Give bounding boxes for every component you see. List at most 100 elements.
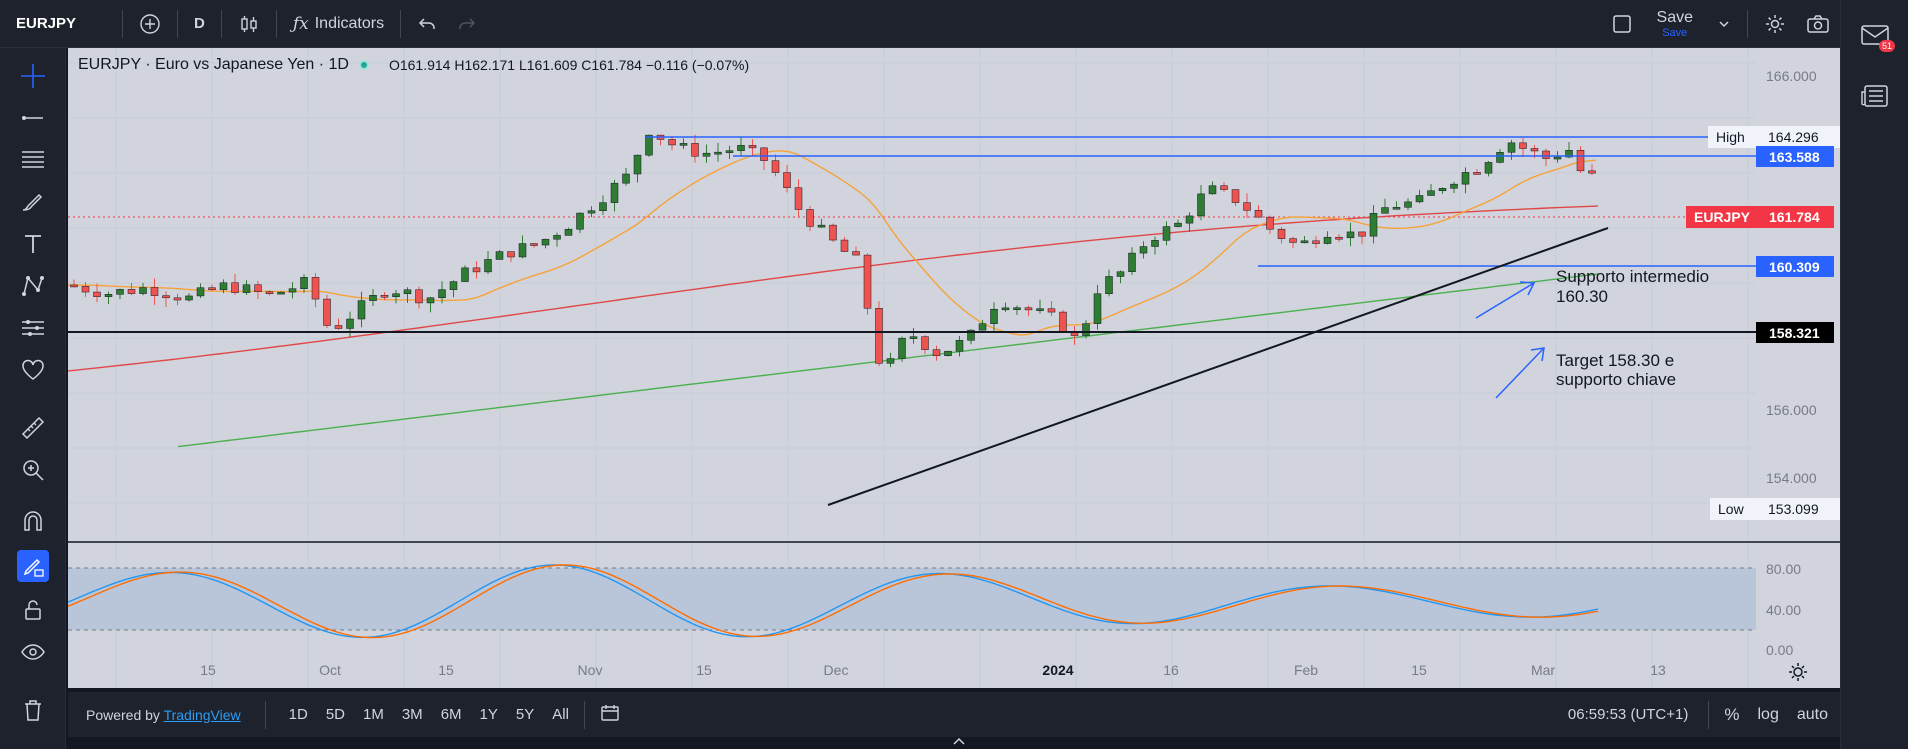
pattern-icon[interactable] — [17, 270, 49, 302]
legend-ohlc: O161.914 H162.171 L161.609 C161.784 −0.1… — [388, 57, 750, 73]
candle-body — [725, 150, 734, 153]
range-1y[interactable]: 1Y — [479, 706, 498, 723]
auto-toggle[interactable]: auto — [1796, 705, 1828, 723]
candles — [70, 134, 1596, 368]
gear-icon[interactable] — [1754, 6, 1796, 42]
candles-icon[interactable] — [228, 6, 270, 42]
candle-body — [875, 308, 883, 364]
candle-body — [599, 202, 607, 211]
candle-body — [1047, 308, 1056, 313]
candle-body — [771, 160, 780, 173]
tradingview-link[interactable]: TradingView — [163, 706, 241, 723]
osc-tick: 80.00 — [1766, 561, 1801, 577]
fib-lines-icon[interactable] — [17, 144, 49, 176]
range-1m[interactable]: 1M — [363, 706, 384, 723]
candle-body — [1082, 323, 1090, 336]
range-3m[interactable]: 3M — [401, 706, 423, 723]
candle-body — [1438, 188, 1447, 192]
arrow-2 — [1495, 347, 1545, 399]
candle-body — [162, 295, 170, 299]
candle-body — [1208, 185, 1217, 195]
candle-body — [173, 297, 182, 301]
candle-body — [1162, 226, 1171, 241]
chart-area[interactable]: 15 Oct 15 Nov 15 Dec 2024 16 Feb 15 Mar 13 166.000 … — [68, 48, 1840, 688]
level-tag-3-text: 158.321 — [1769, 325, 1820, 341]
drawing-mode-icon[interactable] — [17, 550, 49, 582]
range-all[interactable]: All — [552, 706, 569, 723]
camera-icon[interactable] — [1796, 6, 1840, 42]
candle-body — [840, 239, 849, 252]
candle-body — [541, 238, 550, 246]
undo-icon[interactable] — [407, 6, 447, 42]
candle-body — [668, 139, 676, 146]
candle-body — [633, 154, 642, 175]
range-6m[interactable]: 6M — [440, 706, 462, 723]
layout-square-icon[interactable] — [1601, 6, 1643, 42]
log-toggle[interactable]: log — [1757, 705, 1779, 723]
candle-body — [645, 134, 653, 156]
candle-body — [622, 173, 630, 184]
candle-body — [1139, 246, 1148, 254]
candle-body — [116, 289, 124, 295]
level-tag-2 — [1756, 256, 1834, 277]
mail-icon[interactable] — [1861, 24, 1889, 51]
interval-button[interactable]: D — [194, 15, 205, 32]
indicators-button[interactable]: ƒx Indicators — [283, 6, 394, 42]
collapse-chevron-icon[interactable] — [952, 733, 966, 749]
candle-body — [254, 284, 262, 292]
candle-body — [1174, 222, 1182, 227]
redo-icon[interactable] — [447, 6, 487, 42]
news-icon[interactable] — [1861, 84, 1889, 113]
zoom-icon[interactable] — [17, 454, 49, 486]
date-range-icon[interactable] — [591, 704, 629, 726]
crosshair-icon[interactable] — [17, 60, 49, 92]
candle-body — [1473, 172, 1481, 175]
candle-body — [1024, 307, 1033, 311]
text-tool-icon[interactable] — [17, 228, 49, 260]
high-box — [1708, 126, 1840, 148]
candle-body — [737, 145, 745, 151]
divider — [583, 700, 585, 729]
compare-plus-icon[interactable] — [129, 6, 171, 42]
save-button[interactable]: Save Save — [1643, 9, 1707, 39]
ruler-icon[interactable] — [17, 412, 49, 444]
symbol-search[interactable]: EURJPY — [16, 15, 77, 32]
heart-icon[interactable] — [17, 354, 49, 386]
range-5d[interactable]: 5D — [325, 706, 345, 723]
trend-line-icon[interactable] — [17, 102, 49, 134]
symbol-tag — [1686, 206, 1834, 228]
candle-body — [1519, 142, 1527, 149]
candle-body — [472, 267, 481, 273]
candle-body — [311, 277, 320, 300]
candle-body — [1093, 293, 1102, 324]
candle-body — [553, 235, 561, 240]
candle-body — [1128, 252, 1136, 272]
candle-body — [1243, 202, 1251, 211]
candle-body — [1542, 150, 1550, 159]
brush-icon[interactable] — [17, 186, 49, 218]
prediction-icon[interactable] — [17, 312, 49, 344]
percent-toggle[interactable]: % — [1724, 704, 1740, 724]
candle-body — [196, 287, 205, 297]
candle-body — [219, 282, 228, 291]
osc-tick: 40.00 — [1766, 602, 1801, 618]
candle-body — [484, 259, 492, 273]
low-box — [1710, 498, 1840, 520]
eye-icon[interactable] — [17, 636, 49, 668]
chevron-down-icon[interactable] — [1707, 6, 1741, 42]
candle-body — [1404, 201, 1412, 208]
trash-icon[interactable] — [17, 694, 49, 726]
level-tag-2-text: 160.309 — [1769, 259, 1820, 275]
range-5y[interactable]: 5Y — [515, 706, 535, 723]
candle-body — [1116, 271, 1125, 277]
level-tag-3 — [1756, 322, 1834, 343]
magnet-icon[interactable] — [17, 506, 49, 538]
time-tick: 15 — [696, 662, 712, 678]
current-price-text: 161.784 — [1769, 209, 1820, 225]
candle-body — [70, 284, 78, 288]
clock[interactable]: 06:59:53 (UTC+1) — [1567, 706, 1689, 723]
lock-icon[interactable] — [17, 594, 49, 626]
divider — [177, 9, 178, 38]
time-tick: 15 — [438, 662, 454, 678]
range-1d[interactable]: 1D — [288, 706, 308, 723]
